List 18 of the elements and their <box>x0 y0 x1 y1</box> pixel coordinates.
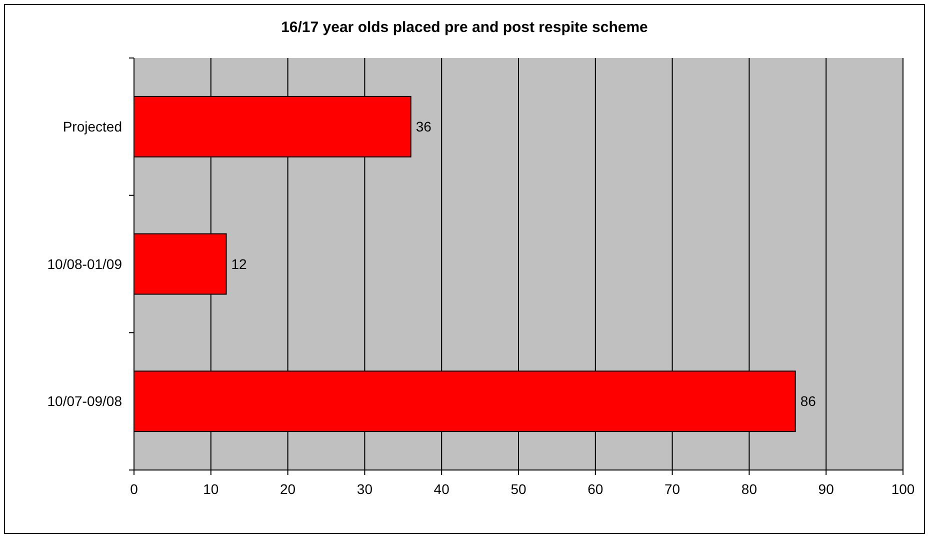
x-tick-label: 50 <box>510 481 526 497</box>
x-tick-label: 10 <box>203 481 219 497</box>
chart-title: 16/17 year olds placed pre and post respite scheme <box>281 19 648 36</box>
x-tick-label: 60 <box>588 481 604 497</box>
x-tick-label: 0 <box>130 481 138 497</box>
y-tick-label: 10/07-09/08 <box>47 393 122 410</box>
x-tick-label: 100 <box>891 481 915 497</box>
x-tick-label: 90 <box>818 481 834 497</box>
data-label: 36 <box>416 118 432 135</box>
data-label: 12 <box>231 256 248 272</box>
x-tick-label: 20 <box>280 481 296 497</box>
y-tick-label: Projected <box>62 118 122 135</box>
x-tick-label: 70 <box>664 481 680 497</box>
y-tick-label: 10/08-01/09 <box>47 256 122 272</box>
x-tick-label: 80 <box>741 481 758 497</box>
data-label: 86 <box>800 393 816 410</box>
x-tick-label: 40 <box>434 481 450 497</box>
x-tick-label: 30 <box>356 481 373 497</box>
